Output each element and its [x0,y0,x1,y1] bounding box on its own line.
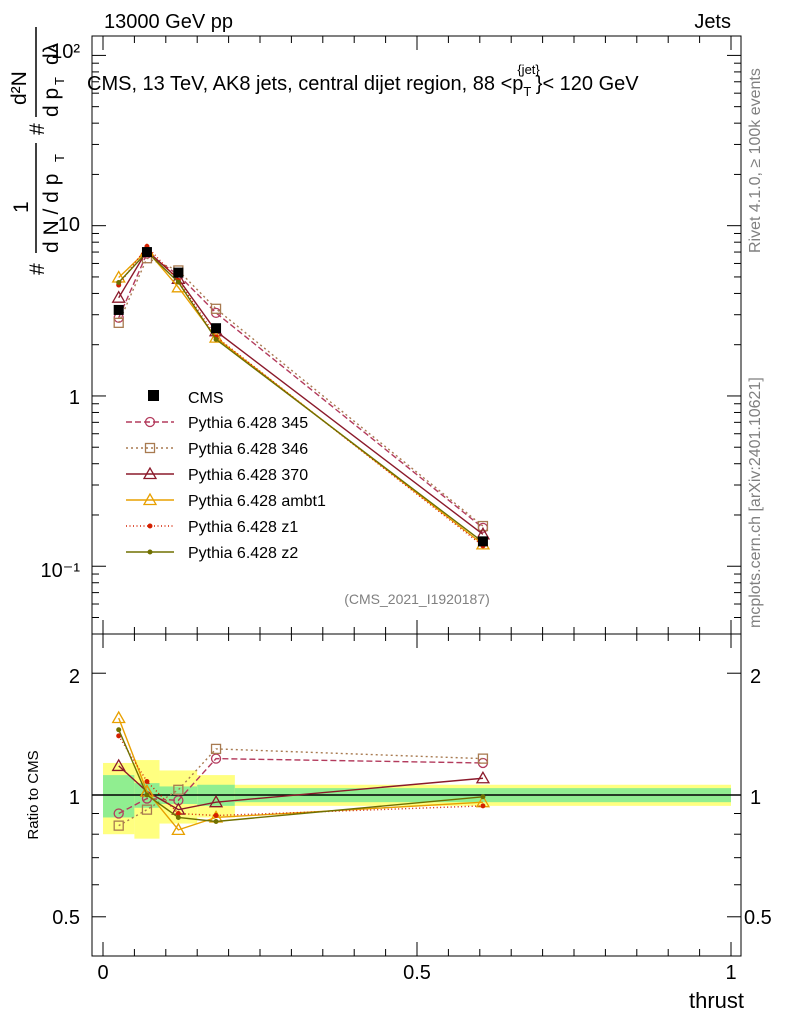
ratio-point-4 [144,778,150,784]
cms-data-point [211,323,222,334]
ratio-axis-label: Ratio to CMS [25,750,42,839]
series-point-5 [213,336,219,342]
ratio-band-stat [103,775,135,818]
cms-data-point [141,247,152,258]
ratio-point-0 [113,808,124,819]
legend-label-3: Pythia 6.428 ambt1 [188,493,326,510]
svg-text:1: 1 [10,201,33,213]
ratio-point-2 [475,770,491,784]
ratio-point-5 [144,792,150,798]
svg-text:d N / d p: d N / d p [40,174,63,253]
ratio-tick-label-2: 2 [69,666,80,688]
series-point-3 [208,330,224,343]
ratio-point-1 [173,784,184,795]
ratio-tick-label-right-1: 1 [750,787,761,809]
ratio-tick-label-1: 1 [69,787,80,809]
series-line-2 [118,249,484,535]
ratio-point-4 [175,811,181,817]
svg-text:T: T [52,77,67,85]
ratio-point-5 [480,794,486,800]
svg-text:T: T [52,154,67,162]
x-axis-label: thrust [689,988,744,1013]
series-point-5 [175,279,181,285]
svg-text:dλ: dλ [40,42,63,65]
legend-marker-3 [142,492,158,506]
svg-text:d²N: d²N [8,71,31,105]
legend-marker-2 [142,466,158,480]
ratio-point-2 [111,758,126,772]
cms-data-point [113,304,124,315]
ratio-line-0 [118,757,483,815]
header-right: Jets [694,11,731,33]
legend-marker-cms [148,390,159,401]
y-tick-label-1: 1 [69,387,80,409]
x-tick-label-0.5: 0.5 [403,962,431,984]
x-tick-label-0: 0 [97,962,108,984]
legend-marker-1 [144,442,156,454]
ratio-tick-label-right-2: 2 [750,666,761,688]
svg-text:#: # [26,263,49,275]
legend-label-cms: CMS [188,390,224,407]
cms-data-point [477,536,488,547]
ratio-line-3 [118,717,483,831]
mcplots-label: mcplots.cern.ch [arXiv:2401.10621] [747,377,764,628]
ratio-point-1 [113,820,124,831]
series-line-4 [118,245,484,547]
ratio-point-4 [480,803,486,809]
y-axis-label: # 1 d N / d p T # d²N d p T dλ [8,27,67,275]
series-line-1 [118,257,484,527]
y-tick-label-0.1: 10⁻¹ [41,560,81,582]
series-point-5 [116,279,122,285]
ratio-tick-label-right-0.5: 0.5 [744,907,772,929]
legend-marker-0 [144,416,156,428]
y-tick-label-10: 10 [58,214,80,236]
svg-text:d p: d p [40,88,63,117]
analysis-watermark: (CMS_2021_I1920187) [344,591,490,607]
ratio-line-2 [118,765,484,811]
legend-label-2: Pythia 6.428 370 [188,467,308,484]
ratio-point-5 [175,814,181,820]
ratio-point-1 [141,804,153,815]
svg-text:#: # [26,123,49,135]
header-left: 13000 GeV pp [104,11,233,33]
chart-title: CMS, 13 TeV, AK8 jets, central dijet reg… [87,62,639,99]
rivet-label: Rivet 4.1.0, ≥ 100k events [747,68,764,253]
series-point-1 [210,303,222,314]
legend: CMS Pythia 6.428 345 Pythia 6.428 346 Pythi… [126,390,326,562]
ratio-line-1 [118,748,483,827]
legend-marker-5 [147,549,153,555]
ratio-point-5 [116,727,122,733]
y-tick-label-100: 10² [51,41,80,63]
series-point-1 [477,520,489,532]
ratio-point-5 [213,819,219,825]
ratio-point-0 [210,753,222,764]
ratio-point-1 [210,743,222,755]
ratio-tick-label-0.5: 0.5 [52,907,80,929]
ratio-point-3 [171,822,186,836]
ratio-point-4 [213,812,219,818]
legend-marker-4 [147,523,153,529]
legend-label-1: Pythia 6.428 346 [188,441,308,458]
legend-label-4: Pythia 6.428 z1 [188,519,298,536]
series-point-1 [113,317,124,328]
ratio-point-1 [477,753,489,764]
series-line-0 [118,252,484,529]
legend-label-0: Pythia 6.428 345 [188,415,308,432]
series-point-2 [111,290,126,303]
x-tick-label-1: 1 [725,962,736,984]
cms-data-point [173,267,184,278]
ratio-point-3 [111,710,126,724]
legend-label-5: Pythia 6.428 z2 [188,545,298,562]
ratio-point-2 [208,794,224,808]
